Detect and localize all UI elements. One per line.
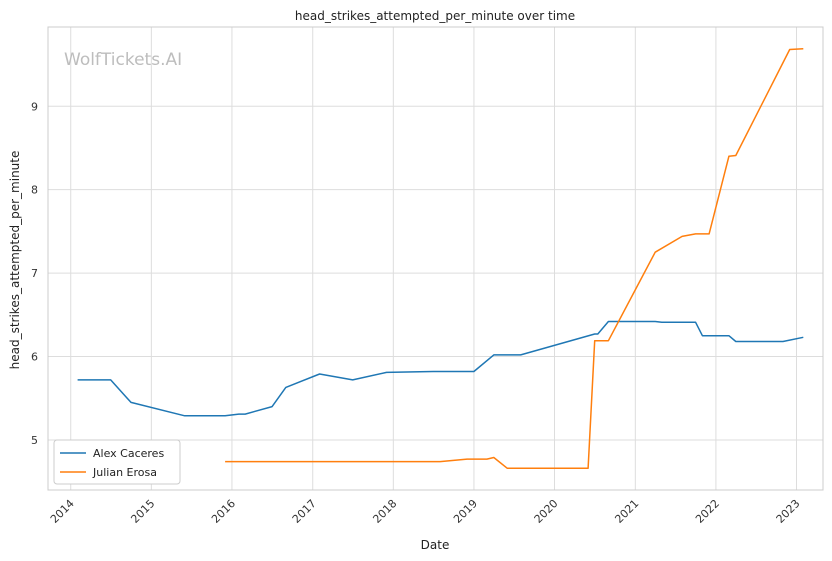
grid-lines	[48, 27, 823, 490]
series-lines	[77, 47, 804, 470]
y-tick-label: 8	[31, 184, 38, 197]
legend-label: Alex Caceres	[93, 447, 164, 460]
chart-title: head_strikes_attempted_per_minute over t…	[295, 9, 575, 23]
legend-box	[53, 439, 181, 485]
legend: Alex Caceres Julian Erosa	[53, 439, 181, 485]
series-line-0	[77, 320, 804, 417]
series-line-1	[225, 47, 804, 470]
y-tick-labels: 5 6 7 8 9	[31, 100, 38, 447]
plot-frame	[47, 26, 824, 491]
y-tick-label: 7	[31, 267, 38, 280]
y-tick-label: 5	[31, 434, 38, 447]
chart-watermark: WolfTickets.AI	[64, 50, 182, 70]
y-axis-title: head_strikes_attempted_per_minute	[8, 151, 22, 370]
y-tick-label: 9	[31, 100, 38, 113]
legend-label: Julian Erosa	[92, 466, 157, 479]
y-tick-label: 6	[31, 351, 38, 364]
x-axis-title: Date	[421, 538, 450, 552]
